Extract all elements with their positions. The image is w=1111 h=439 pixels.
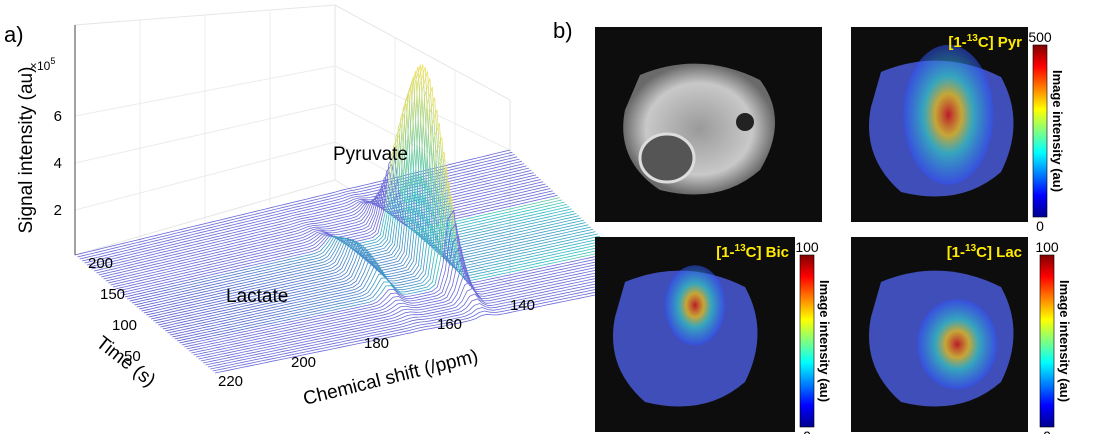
colorbar-min: 0 [1043,428,1051,434]
colorbar-max: 500 [1028,29,1052,45]
title-sup: 13 [967,33,979,44]
hotspot [665,265,725,345]
title-sup: 13 [735,243,747,254]
map-title: [1-13C] Lac [947,243,1022,261]
trace [137,94,572,307]
panel-label: a) [4,22,24,47]
colorbar [1040,255,1054,427]
title-part: C] Bic [746,244,789,261]
hotspot [917,299,997,389]
panel-a: a) ×105 Signal intensity (au) Time (s) C… [4,5,650,410]
figure: a) ×105 Signal intensity (au) Time (s) C… [0,0,1111,434]
colorbar [1033,45,1047,217]
time-tick-label: 50 [124,348,141,365]
metabolite-map: [1-13C] Pyr 500 0 Image intensity (au) [851,27,1065,234]
shift-tick-label: 180 [364,335,389,352]
colorbar-label: Image intensity (au) [1050,70,1065,192]
shift-tick-label: 140 [510,297,535,314]
map-title: [1-13C] Bic [716,243,789,261]
metabolite-map: [1-13C] Lac 100 0 Image intensity (au) [851,237,1072,434]
y-label: Signal intensity (au) [16,67,37,234]
anatomical-image [595,27,822,222]
colorbar-min: 0 [803,428,811,434]
trace [80,155,515,260]
map-title: [1-13C] Pyr [948,33,1022,51]
colorbar-label: Image intensity (au) [817,280,832,402]
z-tick-label: 2 [54,202,62,219]
title-part: [1- [947,244,965,261]
colorbar-label: Image intensity (au) [1057,280,1072,402]
panel-label: b) [553,18,573,43]
shift-tick-label: 200 [291,354,316,371]
waterfall [75,65,650,374]
shift-tick-label: 220 [218,373,243,390]
colorbar-max: 100 [1035,239,1059,255]
peak-label: Pyruvate [333,144,408,165]
colorbar-max: 100 [795,239,819,255]
metabolite-map: [1-13C] Bic 100 0 Image intensity (au) [595,237,832,434]
peak-label: Lactate [226,286,288,307]
colorbar-min: 0 [1036,218,1044,234]
title-part: [1- [948,34,966,51]
time-tick-label: 200 [88,255,113,272]
hotspot [903,45,993,185]
title-part: [1- [716,244,734,261]
z-tick-label: 6 [54,108,62,125]
title-part: C] Pyr [978,34,1022,51]
time-tick-label: 150 [100,286,125,303]
colorbar [800,255,814,427]
title-part: C] Lac [976,244,1022,261]
z-tick-label: 4 [54,155,62,172]
shift-tick-label: 160 [437,316,462,333]
time-tick-label: 100 [112,317,137,334]
title-sup: 13 [965,243,977,254]
shift-label: Chemical shift (/ppm) [301,346,480,410]
